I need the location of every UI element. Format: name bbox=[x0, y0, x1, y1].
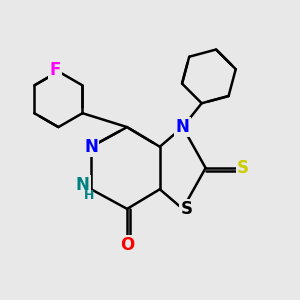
Text: H: H bbox=[84, 189, 95, 202]
Text: N: N bbox=[176, 118, 190, 136]
Text: S: S bbox=[181, 200, 193, 218]
Text: N: N bbox=[76, 176, 90, 194]
Text: F: F bbox=[50, 61, 61, 79]
Text: S: S bbox=[237, 159, 249, 177]
Text: O: O bbox=[120, 236, 134, 254]
Text: N: N bbox=[84, 138, 98, 156]
